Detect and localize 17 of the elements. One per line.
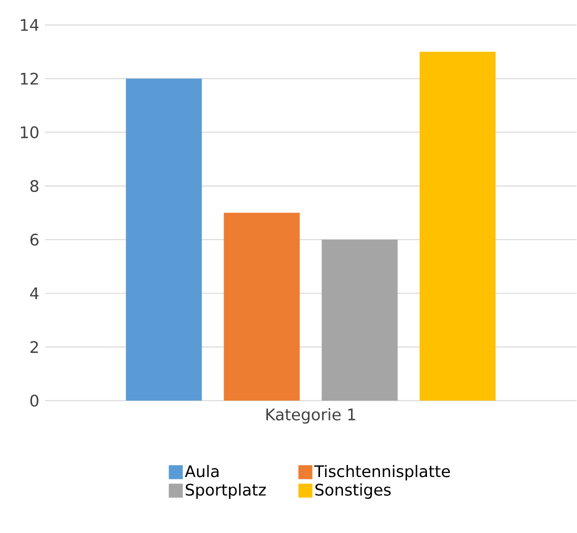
y-tick-label: 6	[30, 234, 38, 246]
legend-label: Aula	[184, 465, 218, 478]
bar	[420, 52, 496, 401]
legend-label: Sonstiges	[315, 484, 391, 500]
bar	[322, 240, 398, 401]
y-tick-label: 8	[30, 180, 38, 192]
y-tick-label: 10	[20, 126, 38, 139]
y-tick-label: 0	[30, 394, 38, 407]
legend-label: Tischtennisplatte	[314, 465, 450, 481]
bar	[224, 213, 300, 401]
x-tick-label: Kategorie 1	[266, 408, 356, 424]
bar	[126, 78, 202, 401]
legend-label: Sportplatz	[186, 484, 266, 500]
y-tick-label: 12	[20, 72, 38, 85]
y-tick-label: 2	[30, 341, 38, 354]
y-tick-label: 14	[20, 19, 39, 32]
y-tick-label: 4	[30, 288, 39, 300]
